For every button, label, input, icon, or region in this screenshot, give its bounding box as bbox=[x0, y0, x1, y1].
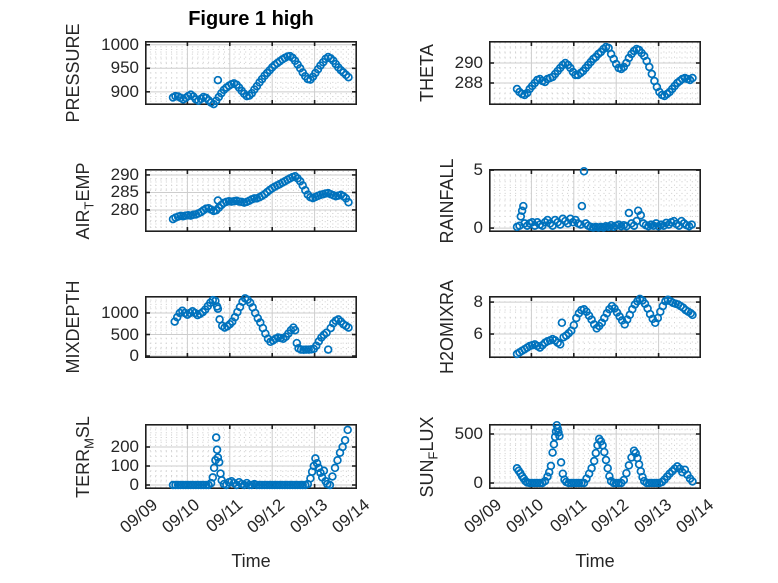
data-markers-h2omixra bbox=[512, 294, 697, 359]
subplot-terr-msl bbox=[145, 424, 357, 490]
y-tick-label-theta: 290 bbox=[454, 53, 483, 72]
x-axis-title-left: Time bbox=[231, 551, 271, 571]
plot-area-pressure bbox=[145, 41, 357, 109]
y-tick-label-mixdepth: 0 bbox=[129, 346, 139, 366]
y-tick-label-theta: 288 bbox=[454, 73, 483, 92]
data-markers-theta bbox=[512, 42, 697, 101]
data-markers-mixdepth bbox=[170, 294, 353, 355]
plot-area-terr_msl bbox=[145, 424, 357, 490]
figure-title: Figure 1 high bbox=[188, 8, 314, 30]
subplot-pressure bbox=[145, 41, 357, 109]
y-axis-label-part: LUX bbox=[417, 416, 437, 452]
subplot-sun-flux bbox=[489, 420, 701, 490]
plot-area-theta bbox=[489, 41, 701, 106]
y-axis-label-part: EMP bbox=[73, 162, 93, 202]
y-tick-label-terr_msl: 0 bbox=[129, 475, 139, 494]
y-tick-label-sun_flux: 0 bbox=[473, 473, 483, 493]
data-markers-air_temp bbox=[168, 172, 353, 224]
plot-area-mixdepth bbox=[145, 294, 357, 359]
y-axis-label-part: T bbox=[81, 201, 97, 209]
y-tick-label-mixdepth: 1000 bbox=[101, 302, 139, 322]
y-tick-label-air_temp: 280 bbox=[110, 199, 139, 219]
data-markers-terr_msl bbox=[168, 425, 352, 490]
y-axis-label-sun_flux: SUNFLUX bbox=[415, 357, 441, 557]
y-axis-label-part: SUN bbox=[417, 458, 437, 497]
y-tick-label-terr_msl: 100 bbox=[110, 456, 139, 475]
x-axis-title-right: Time bbox=[575, 551, 615, 571]
y-tick-label-pressure: 950 bbox=[110, 58, 139, 78]
y-tick-label-h2omixra: 8 bbox=[473, 292, 483, 312]
y-tick-label-sun_flux: 500 bbox=[454, 424, 483, 443]
data-markers-sun_flux bbox=[512, 420, 697, 488]
y-axis-label-part: TERR bbox=[73, 448, 93, 498]
y-tick-label-h2omixra: 6 bbox=[473, 324, 483, 344]
y-tick-label-air_temp: 290 bbox=[110, 164, 139, 184]
plot-area-h2omixra bbox=[489, 294, 701, 359]
plot-area-rainfall bbox=[489, 167, 701, 233]
y-axis-label-terr_msl: TERRMSL bbox=[71, 357, 97, 557]
y-axis-label-part: F bbox=[425, 451, 441, 459]
y-tick-label-rainfall: 0 bbox=[473, 218, 483, 238]
data-markers-pressure bbox=[168, 51, 353, 109]
subplot-h2omixra bbox=[489, 294, 701, 359]
data-markers-rainfall bbox=[512, 167, 696, 232]
subplot-theta bbox=[489, 41, 701, 106]
y-tick-label-pressure: 900 bbox=[110, 81, 139, 101]
y-axis-label-part: M bbox=[81, 437, 97, 449]
y-tick-label-air_temp: 285 bbox=[110, 182, 139, 202]
subplot-mixdepth bbox=[145, 294, 357, 359]
y-tick-label-terr_msl: 200 bbox=[110, 436, 139, 456]
y-axis-label-part: THETA bbox=[417, 44, 437, 102]
y-tick-label-mixdepth: 500 bbox=[110, 324, 139, 344]
y-axis-label-part: SL bbox=[73, 415, 93, 438]
y-tick-label-rainfall: 5 bbox=[473, 160, 483, 180]
y-axis-label-part: H2OMIXRA bbox=[437, 279, 457, 375]
plot-area-sun_flux bbox=[489, 420, 701, 490]
y-tick-label-pressure: 1000 bbox=[101, 34, 139, 54]
subplot-rainfall bbox=[489, 167, 701, 233]
subplot-air-temp bbox=[145, 169, 357, 233]
plot-area-air_temp bbox=[145, 169, 357, 233]
